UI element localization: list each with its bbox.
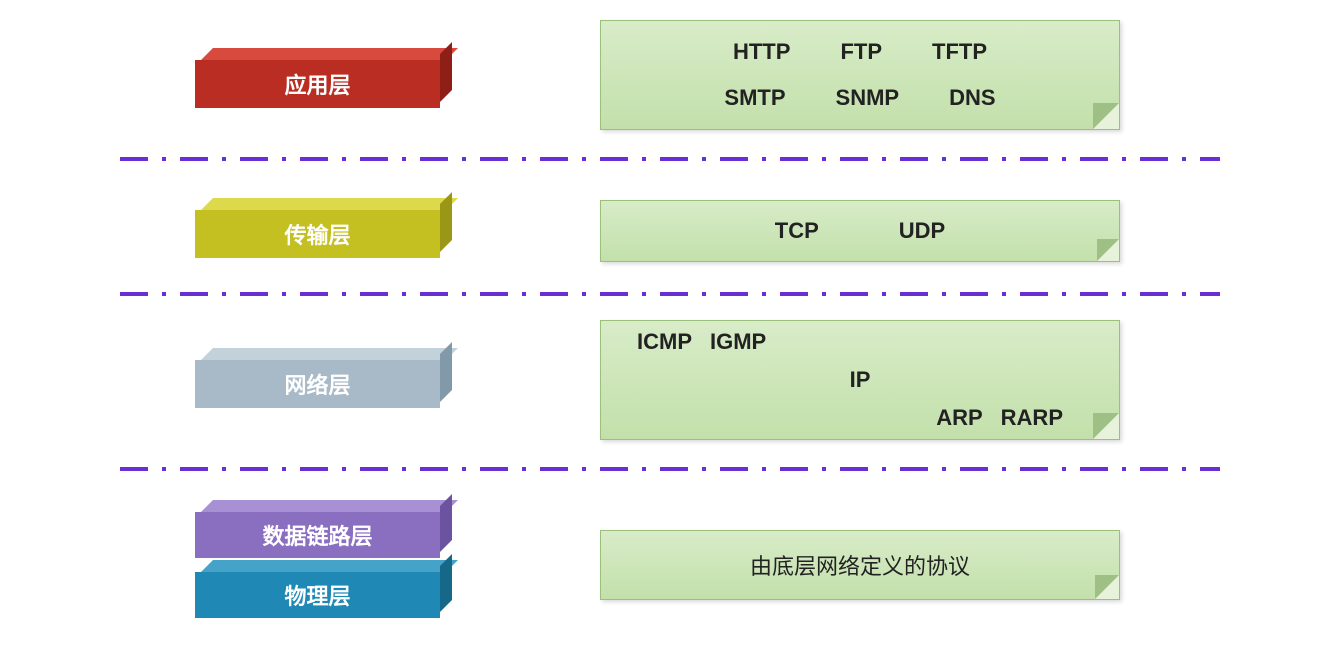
layer-datalink-label: 数据链路层: [262, 519, 372, 551]
protocols-network: ICMP IGMP IP ARP RARP: [600, 320, 1120, 440]
protocols-app: HTTP FTP TFTP SMTP SNMP DNS: [600, 20, 1120, 130]
proto-smtp: SMTP: [724, 85, 785, 111]
proto-rarp: RARP: [1001, 405, 1063, 431]
tcpip-layer-diagram: 应用层 HTTP FTP TFTP SMTP SNMP DNS 传输层: [0, 0, 1322, 646]
proto-arp: ARP: [936, 405, 982, 431]
proto-icmp: ICMP: [637, 329, 692, 355]
proto-udp: UDP: [899, 218, 945, 244]
proto-tftp: TFTP: [932, 39, 987, 65]
proto-ftp: FTP: [840, 39, 882, 65]
layer-transport-bar: 传输层: [195, 210, 440, 258]
layer-app-label: 应用层: [284, 68, 350, 100]
layer-network-label: 网络层: [284, 368, 350, 400]
proto-ip: IP: [850, 367, 871, 393]
layer-datalink-bar: 数据链路层: [195, 512, 440, 558]
proto-lowlevel-text: 由底层网络定义的协议: [750, 549, 970, 581]
proto-igmp: IGMP: [710, 329, 766, 355]
layer-physical-bar: 物理层: [195, 572, 440, 618]
protocols-transport: TCP UDP: [600, 200, 1120, 262]
proto-snmp: SNMP: [836, 85, 900, 111]
layer-physical-label: 物理层: [284, 579, 350, 611]
protocols-lowlevel: 由底层网络定义的协议: [600, 530, 1120, 600]
proto-dns: DNS: [949, 85, 995, 111]
layer-network-bar: 网络层: [195, 360, 440, 408]
proto-tcp: TCP: [775, 218, 819, 244]
layer-transport-label: 传输层: [284, 218, 350, 250]
proto-http: HTTP: [733, 39, 790, 65]
layer-app-bar: 应用层: [195, 60, 440, 108]
